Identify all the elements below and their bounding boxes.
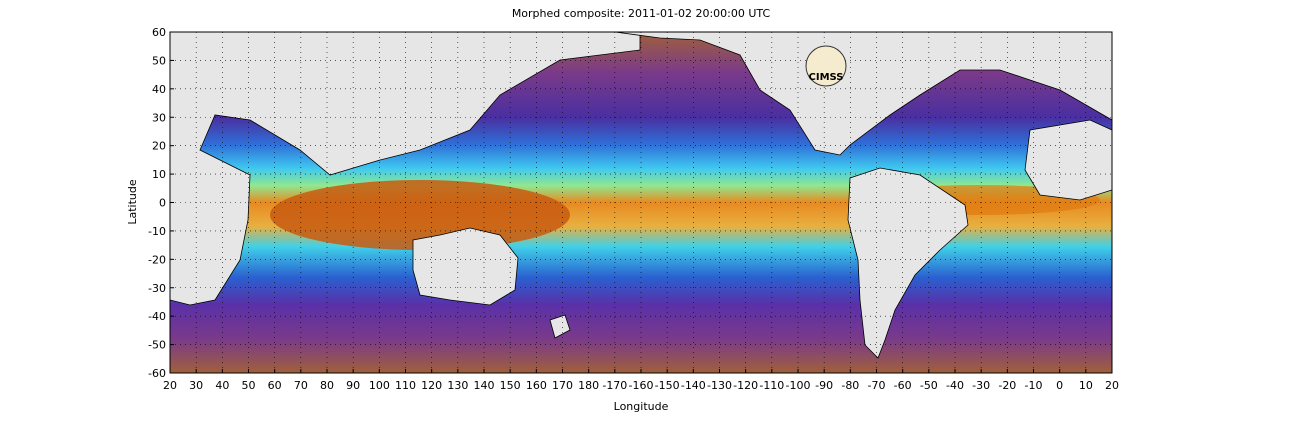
- y-tick-label: 40: [152, 83, 166, 96]
- x-tick-label: -20: [998, 379, 1016, 392]
- x-tick-label: -120: [733, 379, 758, 392]
- y-tick-label: -40: [148, 310, 166, 323]
- x-tick-label: -170: [602, 379, 627, 392]
- x-tick-label: -140: [681, 379, 706, 392]
- y-tick-label: -60: [148, 367, 166, 380]
- x-tick-label: -30: [972, 379, 990, 392]
- grid: [169, 31, 1113, 374]
- x-tick-label: -70: [868, 379, 886, 392]
- x-tick-label: 20: [163, 379, 177, 392]
- x-tick-label: -40: [946, 379, 964, 392]
- x-tick-label: 0: [1056, 379, 1063, 392]
- logo-badge: [805, 45, 847, 87]
- x-tick-label: -90: [815, 379, 833, 392]
- x-tick-label: -10: [1025, 379, 1043, 392]
- x-tick-label: -80: [841, 379, 859, 392]
- land: [412, 227, 519, 306]
- x-tick-label: -60: [894, 379, 912, 392]
- x-tick-label: 150: [500, 379, 521, 392]
- y-tick-label: 20: [152, 140, 166, 153]
- y-tick-label: 50: [152, 54, 166, 67]
- x-tick-label: 130: [447, 379, 468, 392]
- x-tick-label: -100: [786, 379, 811, 392]
- y-axis-label: Latitude: [126, 179, 139, 225]
- y-tick-label: 10: [152, 168, 166, 181]
- y-tick-label: -30: [148, 282, 166, 295]
- x-tick-label: -130: [707, 379, 732, 392]
- x-tick-label: 30: [189, 379, 203, 392]
- x-tick-label: 50: [242, 379, 256, 392]
- x-axis-label: Longitude: [614, 400, 669, 413]
- x-tick-label: 110: [395, 379, 416, 392]
- y-tick-label: 0: [159, 197, 166, 210]
- x-tick-label: -150: [655, 379, 680, 392]
- x-tick-label: 170: [552, 379, 573, 392]
- y-tick-label: -10: [148, 225, 166, 238]
- y-tick-label: 60: [152, 26, 166, 39]
- land: [847, 167, 969, 359]
- x-tick-label: 100: [369, 379, 390, 392]
- x-tick-label: -160: [629, 379, 654, 392]
- x-tick-label: 90: [346, 379, 360, 392]
- land: [170, 32, 641, 306]
- land: [549, 314, 571, 339]
- x-tick-label: 80: [320, 379, 334, 392]
- y-tick-label: 30: [152, 111, 166, 124]
- x-tick-label: 120: [421, 379, 442, 392]
- logo-text: CIMSS: [809, 72, 844, 83]
- x-tick-label: 10: [1079, 379, 1093, 392]
- land: [1024, 119, 1112, 201]
- x-tick-label: -110: [759, 379, 784, 392]
- x-tick-label: 180: [578, 379, 599, 392]
- land: [614, 32, 1112, 156]
- x-tick-label: 70: [294, 379, 308, 392]
- x-tick-label: -50: [920, 379, 938, 392]
- logo: CIMSS: [805, 45, 847, 87]
- x-tick-label: 60: [268, 379, 282, 392]
- y-tick-label: -20: [148, 253, 166, 266]
- x-tick-label: 160: [526, 379, 547, 392]
- y-tick-label: -50: [148, 339, 166, 352]
- map-title: Morphed composite: 2011-01-02 20:00:00 U…: [512, 7, 771, 20]
- x-tick-label: 40: [215, 379, 229, 392]
- plot-frame: [169, 31, 1113, 374]
- x-tick-label: 140: [474, 379, 495, 392]
- x-tick-label: 20: [1105, 379, 1119, 392]
- moist-region: [270, 180, 570, 250]
